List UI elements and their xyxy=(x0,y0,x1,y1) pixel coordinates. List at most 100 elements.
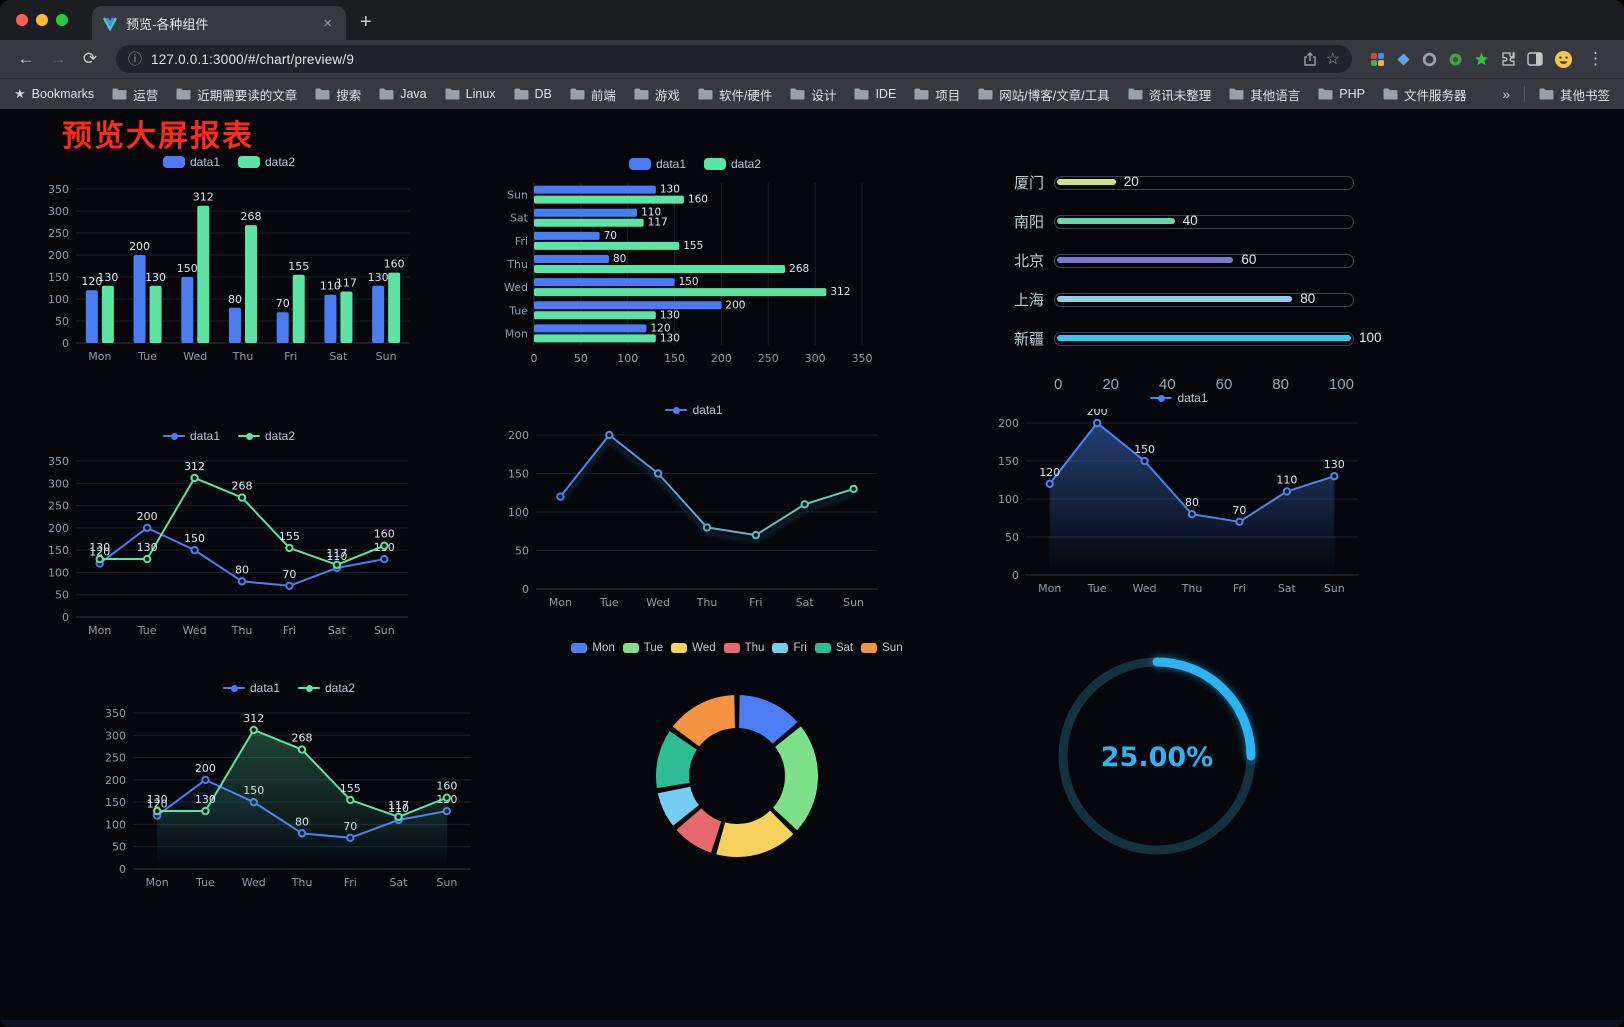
bookmark-folder[interactable]: 前端 xyxy=(570,85,616,104)
bookmark-folder[interactable]: PHP xyxy=(1318,87,1365,101)
legend-item[interactable]: Sun xyxy=(861,642,903,654)
capsule-label: 新疆 xyxy=(1013,331,1044,348)
puzzle-icon[interactable] xyxy=(1500,51,1516,67)
bookmark-folder[interactable]: 游戏 xyxy=(634,85,680,104)
bookmark-folder[interactable]: 运营 xyxy=(112,85,158,104)
bookmark-folder[interactable]: 项目 xyxy=(914,85,960,104)
folder-icon xyxy=(1539,88,1554,100)
legend-item[interactable]: data1 xyxy=(1150,391,1208,405)
folder-icon xyxy=(514,88,529,100)
bookmark-label: 网站/博客/文章/工具 xyxy=(999,88,1110,103)
bookmark-folder[interactable]: 搜索 xyxy=(315,85,361,104)
legend-item[interactable]: data2 xyxy=(704,157,761,171)
legend-item[interactable]: data1 xyxy=(222,681,280,695)
legend-marker xyxy=(723,643,740,653)
svg-text:268: 268 xyxy=(789,263,809,275)
svg-text:Tue: Tue xyxy=(1087,582,1107,595)
legend-item[interactable]: data2 xyxy=(298,681,355,695)
capsule-fill xyxy=(1057,178,1116,185)
extension-icon-green-circle[interactable] xyxy=(1448,52,1463,67)
bookmark-folder[interactable]: Java xyxy=(379,87,427,101)
sidebar-toggle-icon[interactable] xyxy=(1527,52,1543,66)
reload-button[interactable]: ⟳ xyxy=(82,49,98,68)
bookmark-folder[interactable]: 近期需要读的文章 xyxy=(176,85,297,104)
bookmarks-manager[interactable]: ★ Bookmarks xyxy=(14,86,94,102)
back-button[interactable]: ← xyxy=(17,49,35,68)
legend-marker xyxy=(861,643,878,653)
legend-marker xyxy=(772,643,789,653)
svg-text:Mon: Mon xyxy=(146,876,169,889)
folder-icon xyxy=(1229,88,1244,100)
extension-icon-green-star[interactable] xyxy=(1474,52,1489,67)
legend-item[interactable]: data1 xyxy=(162,155,220,169)
legend-item[interactable]: Wed xyxy=(671,642,716,654)
profile-avatar[interactable] xyxy=(1554,50,1573,69)
chart-legend: data1 data2 xyxy=(38,151,420,173)
bookmark-folder[interactable]: 资讯未整理 xyxy=(1128,85,1211,104)
svg-text:Tue: Tue xyxy=(137,624,157,637)
legend-item[interactable]: data1 xyxy=(628,157,686,171)
legend-item[interactable]: data1 xyxy=(162,429,220,443)
svg-text:Sat: Sat xyxy=(329,350,348,363)
bookmark-page-icon[interactable]: ☆ xyxy=(1325,51,1340,68)
minimize-window-button[interactable] xyxy=(36,14,48,26)
bookmark-label: IDE xyxy=(875,87,897,101)
new-tab-button[interactable]: + xyxy=(360,11,372,33)
capsule-value: 20 xyxy=(1123,173,1139,189)
legend-label: Sun xyxy=(882,642,903,654)
line-chart-svg: 0 50 100 150 200 Mon Tue Wed Thu Fri Sat Sun 120 200 1… xyxy=(998,409,1358,595)
close-window-button[interactable] xyxy=(16,14,28,26)
bookmark-folder[interactable]: 软件/硬件 xyxy=(698,85,772,104)
bookmark-folder[interactable]: 其他语言 xyxy=(1229,85,1300,104)
extension-icon-grid[interactable] xyxy=(1370,52,1385,67)
svg-text:150: 150 xyxy=(679,276,699,288)
chart-capsule-progress: 厦门 20 南阳 40 北京 60 上海 80 新疆 100 0 20 40 60 80 100 xyxy=(1002,159,1382,395)
legend-item[interactable]: data2 xyxy=(238,429,295,443)
legend-label: data2 xyxy=(731,157,762,171)
forward-button[interactable]: → xyxy=(49,49,67,68)
svg-text:130: 130 xyxy=(1324,458,1345,471)
legend-item[interactable]: Tue xyxy=(622,642,663,654)
tab-close-icon[interactable]: × xyxy=(323,14,332,32)
bookmark-label: 设计 xyxy=(811,88,837,103)
capsule-value: 80 xyxy=(1300,290,1316,306)
share-icon[interactable] xyxy=(1303,51,1317,67)
zoom-window-button[interactable] xyxy=(56,14,68,26)
capsule-fill xyxy=(1057,256,1234,263)
tab-favicon xyxy=(102,17,118,31)
bookmark-folder[interactable]: DB xyxy=(514,87,552,101)
bookmark-folder[interactable]: 文件服务器 xyxy=(1383,85,1466,104)
legend-item[interactable]: Fri xyxy=(772,642,807,654)
bookmark-folder[interactable]: IDE xyxy=(854,87,896,101)
extension-icon-ring[interactable] xyxy=(1422,52,1437,67)
extension-icon-diamond[interactable] xyxy=(1396,52,1411,67)
bookmark-folder[interactable]: 网站/博客/文章/工具 xyxy=(978,85,1110,104)
svg-text:300: 300 xyxy=(48,477,69,490)
legend-item[interactable]: data2 xyxy=(238,155,295,169)
legend-label: data2 xyxy=(265,429,296,443)
svg-text:300: 300 xyxy=(105,729,126,742)
legend-item[interactable]: Mon xyxy=(571,642,615,654)
svg-text:150: 150 xyxy=(998,455,1019,468)
site-info-icon[interactable]: ⓘ xyxy=(128,51,142,67)
svg-text:100: 100 xyxy=(105,818,126,831)
svg-text:Fri: Fri xyxy=(515,235,528,248)
legend-marker xyxy=(162,156,185,168)
svg-text:Sun: Sun xyxy=(374,624,395,637)
svg-text:150: 150 xyxy=(105,796,126,809)
bookmarks-overflow-chevron[interactable]: » xyxy=(1502,86,1510,102)
chart-legend: Mon Tue Wed Thu Fri Sat Sun xyxy=(548,637,926,659)
legend-item[interactable]: Sat xyxy=(814,642,853,654)
legend-marker xyxy=(238,432,260,440)
browser-menu-button[interactable]: ⋮ xyxy=(1587,49,1604,68)
other-bookmarks[interactable]: 其他书签 xyxy=(1539,85,1610,104)
address-bar[interactable]: ⓘ 127.0.0.1:3000/#/chart/preview/9 ☆ xyxy=(116,45,1352,73)
bookmark-folder[interactable]: Linux xyxy=(445,87,496,101)
bookmark-folder[interactable]: 设计 xyxy=(790,85,836,104)
svg-text:130: 130 xyxy=(137,541,158,554)
legend-item[interactable]: Thu xyxy=(723,642,764,654)
legend-item[interactable]: data1 xyxy=(665,403,723,417)
chart-grouped-bar: data1 data2 0 50 100 150 200 250 300 350 Mon Tue Wed… xyxy=(38,151,420,369)
browser-tab[interactable]: 预览-各种组件 × xyxy=(92,6,346,40)
